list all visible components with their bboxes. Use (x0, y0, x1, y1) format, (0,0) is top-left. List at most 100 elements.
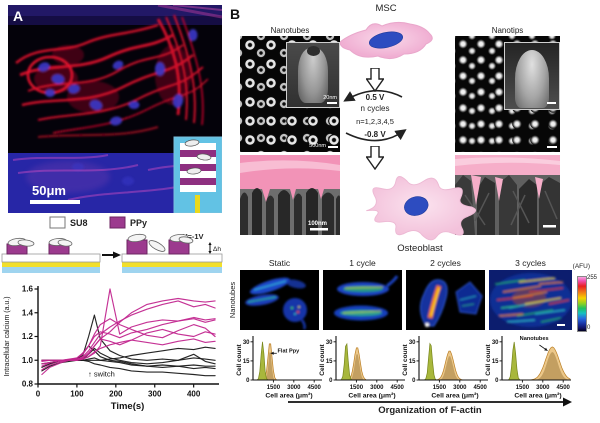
nanotips-title: Nanotips (491, 26, 524, 35)
svg-text:200: 200 (109, 390, 123, 399)
svg-text:Flat Ppy: Flat Ppy (277, 349, 300, 355)
micrograph-scale-label: 50μm (32, 183, 66, 198)
nanotips-sem-image (455, 36, 560, 152)
cycle-voltage-down: -0.8 V (364, 130, 386, 139)
calcium-line-chart: 0.8 1.0 1.2 1.4 1.6 0 100 200 300 400 Time(s) Intra… (4, 285, 219, 412)
svg-text:Cell area (μm²): Cell area (μm²) (265, 393, 312, 400)
svg-text:Nanotubes: Nanotubes (520, 336, 549, 342)
svg-text:Cell area (μm²): Cell area (μm²) (431, 393, 478, 400)
nanotip-closeup-inset (504, 42, 560, 110)
svg-text:4500: 4500 (308, 385, 322, 391)
svg-text:15: 15 (243, 359, 250, 365)
heatmap-row-label: Nanotubes (228, 281, 237, 319)
svg-text:Intracellular calcium (a.u.): Intracellular calcium (a.u.) (4, 296, 11, 376)
svg-text:3000: 3000 (453, 385, 467, 391)
svg-text:15: 15 (326, 359, 333, 365)
nanotips-scale-bar (547, 146, 557, 148)
condition-label-static: Static (268, 258, 291, 268)
fluorescence-micrograph: 50μm (8, 5, 222, 213)
condition-label-3cycles: 3 cycles (515, 258, 546, 268)
legend-ppy-label: PPy (130, 218, 147, 228)
svg-text:1500: 1500 (267, 385, 281, 391)
colorbar-max: 255 (587, 275, 598, 281)
histogram-2cycles: 0 15 30 1500 3000 4500 Cell area (μm²) Cell cou… (402, 336, 488, 400)
msc-label: MSC (375, 3, 397, 14)
heatmap-image-2cycles (406, 270, 485, 330)
nanotube-closeup-inset: 20nm (286, 42, 340, 108)
cycle-n-cycles: n cycles (361, 104, 390, 113)
svg-text:15: 15 (492, 359, 499, 365)
condition-label-1cycle: 1 cycle (349, 258, 376, 268)
nanotubes-title: Nanotubes (270, 26, 310, 35)
nanotubes-scale-label: 500nm (309, 143, 326, 149)
svg-text:3000: 3000 (536, 385, 550, 391)
svg-text:30: 30 (492, 340, 499, 346)
svg-text:3000: 3000 (287, 385, 301, 391)
svg-text:Cell count: Cell count (319, 343, 326, 375)
svg-text:4500: 4500 (474, 385, 488, 391)
nanotube-notch (306, 45, 321, 56)
condition-label-2cycles: 2 cycles (430, 258, 461, 268)
nanotube-inset-scale-label: 20nm (323, 95, 337, 101)
svg-text:1.2: 1.2 (22, 332, 34, 341)
svg-text:100: 100 (70, 390, 84, 399)
cycle-voltage-up: 0.5 V (366, 93, 385, 102)
down-arrow-bottom-icon (366, 146, 384, 170)
svg-text:Cell area (μm²): Cell area (μm²) (514, 393, 561, 400)
delta-h-label: Δh (213, 246, 221, 253)
svg-text:30: 30 (243, 340, 250, 346)
device-after (121, 233, 223, 273)
osteoblast-nucleus (404, 196, 429, 216)
svg-text:1500: 1500 (433, 385, 447, 391)
nanotubes-cross-section-image: 100nm (240, 155, 340, 235)
msc-cell-illustration (339, 21, 433, 60)
cross-section-scale-bar-right (543, 225, 556, 228)
svg-text:15: 15 (409, 359, 416, 365)
stimulation-cycle-diagram: 0.5 V n cycles n=1,2,3,4,5 -0.8 V (343, 89, 407, 142)
heatmap-image-static (240, 270, 319, 330)
svg-text:Cell count: Cell count (485, 343, 492, 375)
svg-text:4500: 4500 (391, 385, 405, 391)
legend-su8-swatch (49, 216, 66, 229)
svg-text:30: 30 (409, 340, 416, 346)
svg-text:Cell count: Cell count (236, 343, 243, 375)
svg-text:Time(s): Time(s) (111, 401, 145, 412)
device-before (1, 237, 101, 273)
svg-text:0.8: 0.8 (22, 380, 34, 389)
svg-text:3000: 3000 (370, 385, 384, 391)
nanotip-shape (514, 49, 550, 108)
svg-text:↑ switch: ↑ switch (88, 369, 115, 378)
micrograph-scale-bar (30, 200, 80, 204)
svg-text:1.6: 1.6 (22, 285, 34, 294)
delta-h-marker: Δh (208, 242, 221, 254)
histogram-static: 0 15 30 1500 3000 4500 Cell area (μm²) Cell cou… (236, 336, 322, 400)
panel-a-label: A (13, 8, 24, 24)
colorbar-title: (AFU) (572, 263, 590, 270)
svg-text:1500: 1500 (350, 385, 364, 391)
cycle-n-values: n=1,2,3,4,5 (356, 117, 394, 126)
svg-text:0: 0 (412, 378, 416, 384)
histogram-3cycles: 0 15 30 1500 3000 4500 Cell area (μm²) Cell cou… (485, 336, 571, 400)
histogram-1cycle: 0 15 30 1500 3000 4500 Cell area (μm²) Cell cou… (319, 336, 405, 400)
svg-text:4500: 4500 (557, 385, 571, 391)
micrograph-inset-schematic (173, 136, 222, 213)
heatmap-image-1cycle (323, 270, 402, 330)
heatmap-colorbar (577, 276, 587, 332)
colorbar-min: 0 (587, 325, 591, 331)
svg-text:400: 400 (187, 390, 201, 399)
nanotubes-sem-image: 20nm 500nm (240, 36, 340, 152)
voltage-label: V=-1V (182, 232, 203, 241)
svg-text:0: 0 (246, 378, 250, 384)
f-actin-flow-arrow (288, 397, 572, 407)
f-actin-flow-label: Organization of F-actin (378, 405, 482, 416)
svg-text:0: 0 (329, 378, 333, 384)
svg-text:Cell count: Cell count (402, 343, 409, 375)
nanotube-inset-scale-bar (327, 102, 337, 104)
down-arrow-top-icon (366, 68, 384, 92)
panel-b-label: B (230, 6, 241, 22)
osteoblast-cell-illustration (366, 176, 477, 241)
svg-text:0: 0 (36, 390, 41, 399)
msc-nucleus (368, 31, 404, 49)
svg-text:30: 30 (326, 340, 333, 346)
